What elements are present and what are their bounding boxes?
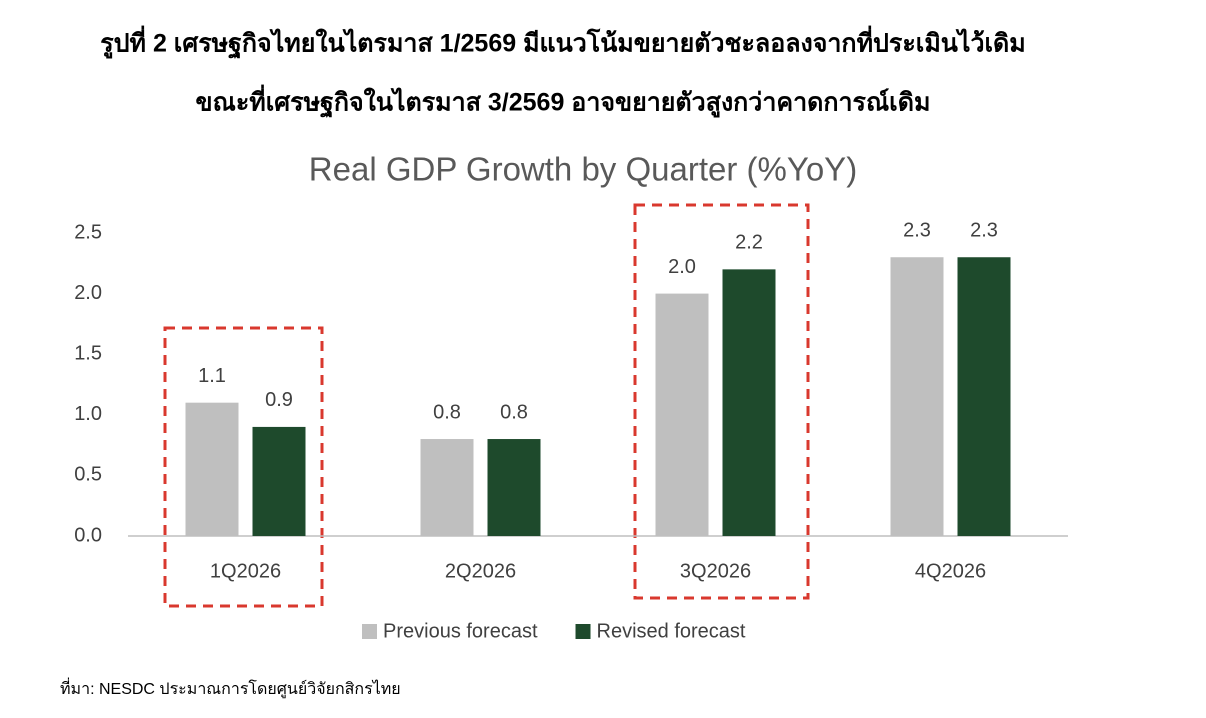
heading: รูปที่ 2 เศรษฐกิจไทยในไตรมาส 1/2569 มีแน… (100, 26, 1026, 60)
y-tick-label: 2.5 (74, 221, 102, 243)
bar (487, 439, 541, 536)
y-tick-label: 0.0 (74, 524, 102, 546)
bar (655, 293, 709, 536)
x-tick-label: 1Q2026 (210, 560, 281, 582)
y-tick-label: 1.0 (74, 403, 102, 425)
x-tick-label: 3Q2026 (680, 560, 751, 582)
source-note: ที่มา: NESDC ประมาณการโดยศูนย์วิจัยกสิกร… (60, 677, 401, 699)
y-tick-label: 2.0 (74, 282, 102, 304)
value-label: 2.3 (903, 220, 931, 242)
bar (890, 257, 944, 536)
value-label: 0.8 (433, 401, 461, 423)
bar (420, 439, 474, 536)
value-label: 2.3 (970, 220, 998, 242)
highlight-box (633, 203, 810, 600)
value-label: 0.9 (265, 389, 293, 411)
bar (185, 402, 239, 536)
value-label: 2.2 (735, 232, 763, 254)
value-label: 0.8 (500, 401, 528, 423)
heading: ขณะที่เศรษฐกิจในไตรมาส 3/2569 อาจขยายตัว… (196, 85, 931, 119)
chart-title: Real GDP Growth by Quarter (%YoY) (309, 151, 857, 188)
y-tick-label: 1.5 (74, 342, 102, 364)
value-label: 2.0 (668, 256, 696, 278)
x-tick-label: 2Q2026 (445, 560, 516, 582)
legend-swatch (362, 624, 377, 639)
value-label: 1.1 (198, 365, 226, 387)
legend-label: Revised forecast (597, 620, 746, 642)
legend-swatch (575, 624, 591, 639)
x-tick-label: 4Q2026 (915, 560, 986, 582)
bar (252, 426, 306, 536)
bar (957, 257, 1011, 536)
legend-label: Previous forecast (383, 620, 538, 642)
y-tick-label: 0.5 (74, 464, 102, 486)
highlight-box (163, 326, 324, 608)
bar (722, 269, 776, 536)
